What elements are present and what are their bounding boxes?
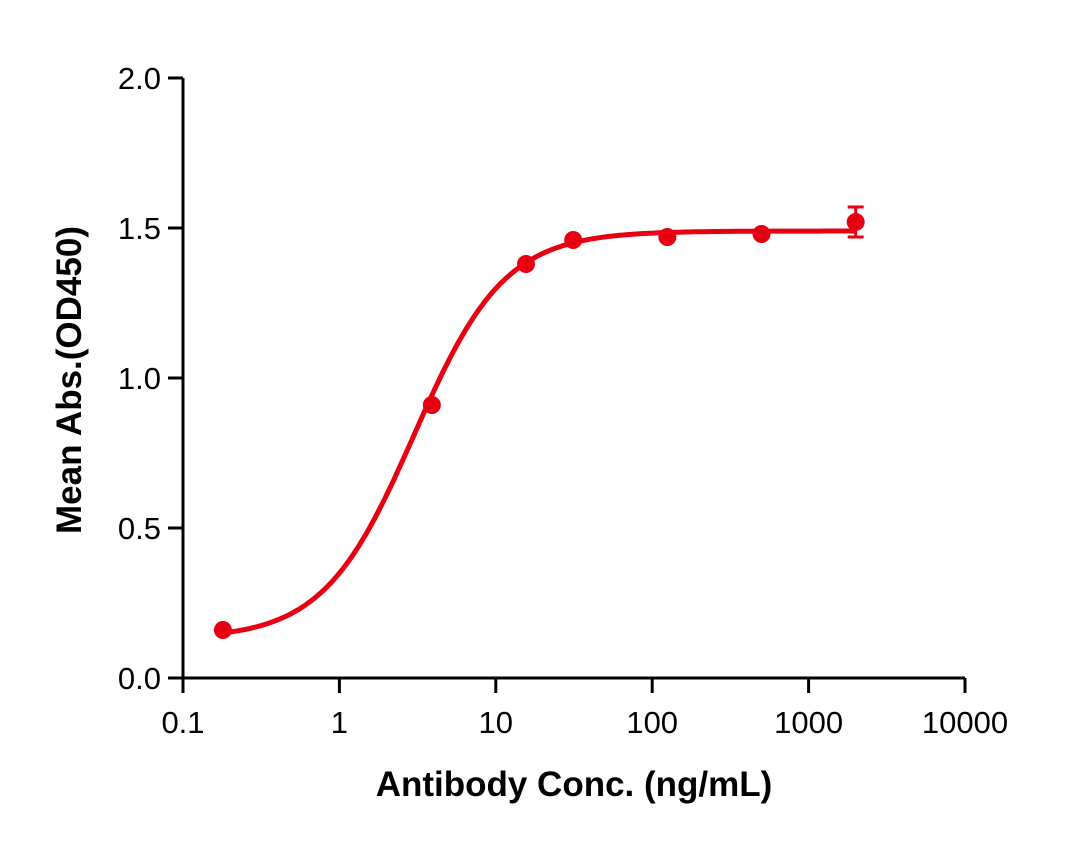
data-points: [213, 205, 865, 639]
fit-curve: [222, 228, 856, 636]
x-tick-label: 1: [331, 705, 348, 740]
x-axis-title: Antibody Conc. (ng/mL): [376, 765, 773, 804]
y-tick-label: 0.5: [118, 511, 161, 546]
data-point: [213, 621, 232, 639]
x-tick-label: 10: [479, 705, 513, 740]
y-tick-label: 1.0: [118, 361, 161, 396]
y-tick-label: 1.5: [118, 211, 161, 246]
data-point: [422, 396, 441, 414]
data-point: [846, 213, 865, 231]
data-point: [564, 231, 583, 249]
data-point: [752, 225, 771, 243]
data-point: [517, 255, 536, 273]
x-tick-label: 0.1: [161, 705, 204, 740]
y-tick-label: 0.0: [118, 661, 161, 696]
y-axis-title: Mean Abs.(OD450): [50, 226, 89, 534]
data-point: [658, 228, 677, 246]
axes: 0.0 0.5 1.0 1.5 2.0 0.1 1 10 100 1000 10000: [118, 61, 1008, 740]
x-tick-label: 100: [626, 705, 678, 740]
y-tick-label: 2.0: [118, 61, 161, 96]
x-tick-label: 10000: [922, 705, 1008, 740]
x-tick-label: 1000: [774, 705, 843, 740]
